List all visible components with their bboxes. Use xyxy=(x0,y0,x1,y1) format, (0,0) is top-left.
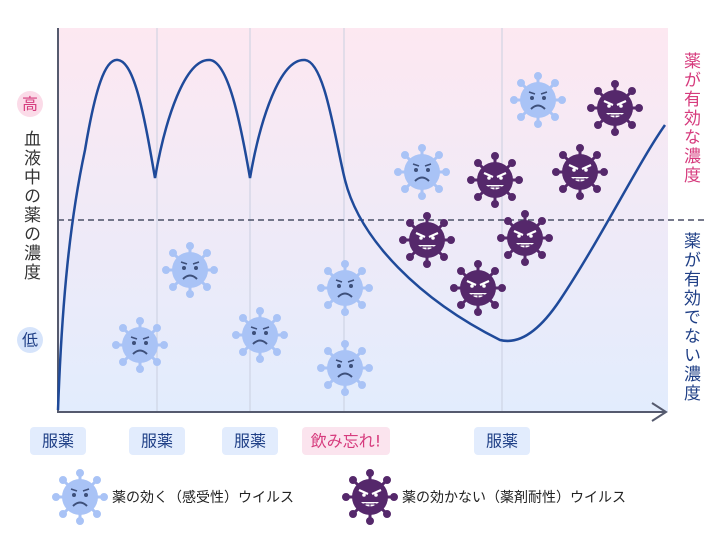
x-label: 服薬 xyxy=(141,432,173,451)
low-label: 低 xyxy=(22,331,38,350)
resistant-virus xyxy=(498,211,553,266)
legend-label: 薬の効く（感受性）ウイルス xyxy=(112,489,294,506)
x-label-bg xyxy=(222,427,278,455)
x-label: 服薬 xyxy=(42,432,74,451)
sensitive-virus xyxy=(511,73,566,128)
x-labels: 服薬 服薬 服薬 飲み忘れ! 服薬 xyxy=(30,427,530,455)
resistant-virus xyxy=(400,213,455,268)
resistant-virus xyxy=(468,153,523,208)
sensitive-virus xyxy=(113,318,168,373)
effective-zone-label: 薬が有効な濃度 xyxy=(680,52,701,185)
legend: 薬の効く（感受性）ウイルス 薬の効かない（薬剤耐性）ウイルス xyxy=(53,470,626,525)
resistant-virus xyxy=(451,261,506,316)
ineffective-zone-label: 薬が有効でない濃度 xyxy=(680,232,701,403)
sensitive-virus xyxy=(233,308,288,363)
x-label: 飲み忘れ! xyxy=(311,432,381,451)
x-label: 服薬 xyxy=(486,432,518,451)
resistant-virus xyxy=(588,81,643,136)
sensitive-virus xyxy=(318,261,373,316)
x-label-bg xyxy=(474,427,530,455)
high-badge xyxy=(17,91,43,117)
high-label: 高 xyxy=(22,95,38,114)
sensitive-virus xyxy=(163,243,218,298)
x-label-bg xyxy=(129,427,185,455)
x-label: 服薬 xyxy=(234,432,266,451)
axes xyxy=(57,28,665,413)
x-label-bg xyxy=(30,427,86,455)
concentration-curve xyxy=(56,58,667,411)
resistant-virus xyxy=(553,145,608,200)
x-label-bg xyxy=(302,427,390,455)
sensitive-virus xyxy=(318,341,373,396)
legend-label: 薬の効かない（薬剤耐性）ウイルス xyxy=(402,490,626,506)
legend-icon xyxy=(343,470,398,525)
legend-icon xyxy=(53,470,108,525)
axis-arrow xyxy=(651,402,668,422)
sensitive-virus xyxy=(395,145,450,200)
y-axis-label: 血液中の薬の濃度 xyxy=(20,130,41,282)
low-badge xyxy=(17,327,43,353)
